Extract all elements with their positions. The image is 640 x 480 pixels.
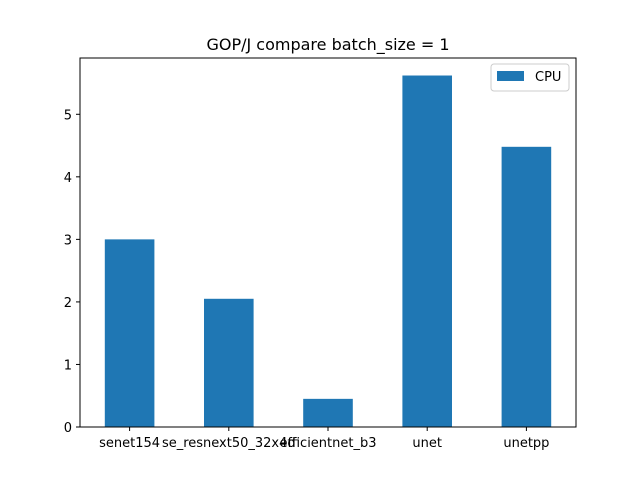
legend-label-cpu: CPU: [535, 70, 561, 85]
legend-box: [490, 63, 570, 92]
x-tick-label-se_resnext50_32x4d: se_resnext50_32x4d: [162, 436, 296, 451]
bar-unetpp: [501, 146, 552, 427]
bar-senet154: [104, 239, 155, 427]
y-tick-label-5: 5: [64, 108, 72, 123]
y-axis: 0 1 2 3 4 5: [64, 108, 80, 436]
bar-unet: [402, 75, 452, 427]
legend: CPU: [490, 63, 570, 92]
chart-title: GOP/J compare batch_size = 1: [206, 35, 449, 55]
y-tick-label-4: 4: [64, 171, 72, 186]
x-axis: senet154 se_resnext50_32x4defficientnet_b…: [99, 427, 549, 451]
plot-frame: [79, 57, 577, 428]
bar-se_resnext50_32x4d: [204, 298, 254, 427]
legend-swatch-cpu: [497, 71, 524, 81]
x-tick-label-efficientnet_b3: efficientnet_b3: [279, 436, 376, 451]
y-tick-label-1: 1: [64, 358, 72, 373]
x-tick-label-unet: unet: [412, 436, 442, 451]
x-tick-label-senet154: senet154: [99, 436, 160, 451]
bar-efficientnet_b3: [303, 398, 353, 427]
y-tick-label-2: 2: [64, 296, 72, 311]
y-tick-label-3: 3: [64, 233, 72, 248]
x-tick-label-unetpp: unetpp: [503, 436, 549, 451]
bars-layer: [104, 75, 552, 427]
y-tick-label-0: 0: [64, 421, 72, 436]
